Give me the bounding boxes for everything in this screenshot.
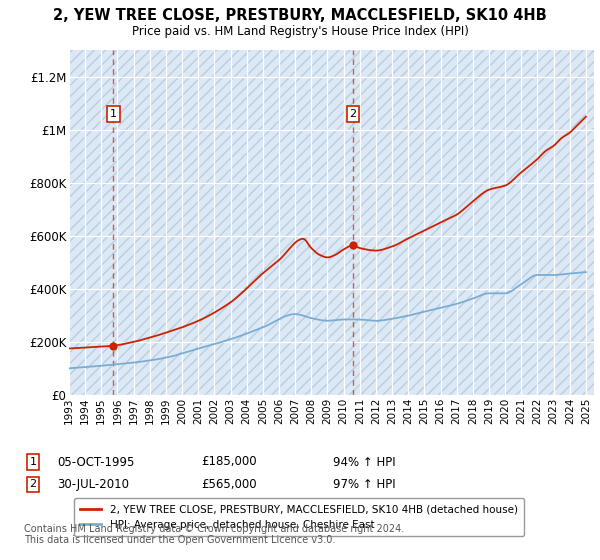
Text: 97% ↑ HPI: 97% ↑ HPI (333, 478, 395, 491)
Text: 1: 1 (29, 457, 37, 467)
Text: 1: 1 (110, 109, 117, 119)
Text: 2: 2 (349, 109, 356, 119)
Legend: 2, YEW TREE CLOSE, PRESTBURY, MACCLESFIELD, SK10 4HB (detached house), HPI: Aver: 2, YEW TREE CLOSE, PRESTBURY, MACCLESFIE… (74, 498, 524, 536)
Text: Contains HM Land Registry data © Crown copyright and database right 2024.
This d: Contains HM Land Registry data © Crown c… (24, 524, 404, 545)
Text: Price paid vs. HM Land Registry's House Price Index (HPI): Price paid vs. HM Land Registry's House … (131, 25, 469, 38)
Text: 30-JUL-2010: 30-JUL-2010 (57, 478, 129, 491)
Text: 2, YEW TREE CLOSE, PRESTBURY, MACCLESFIELD, SK10 4HB: 2, YEW TREE CLOSE, PRESTBURY, MACCLESFIE… (53, 8, 547, 24)
Text: £185,000: £185,000 (201, 455, 257, 469)
Text: 94% ↑ HPI: 94% ↑ HPI (333, 455, 395, 469)
Text: 05-OCT-1995: 05-OCT-1995 (57, 455, 134, 469)
Text: 2: 2 (29, 479, 37, 489)
Text: £565,000: £565,000 (201, 478, 257, 491)
